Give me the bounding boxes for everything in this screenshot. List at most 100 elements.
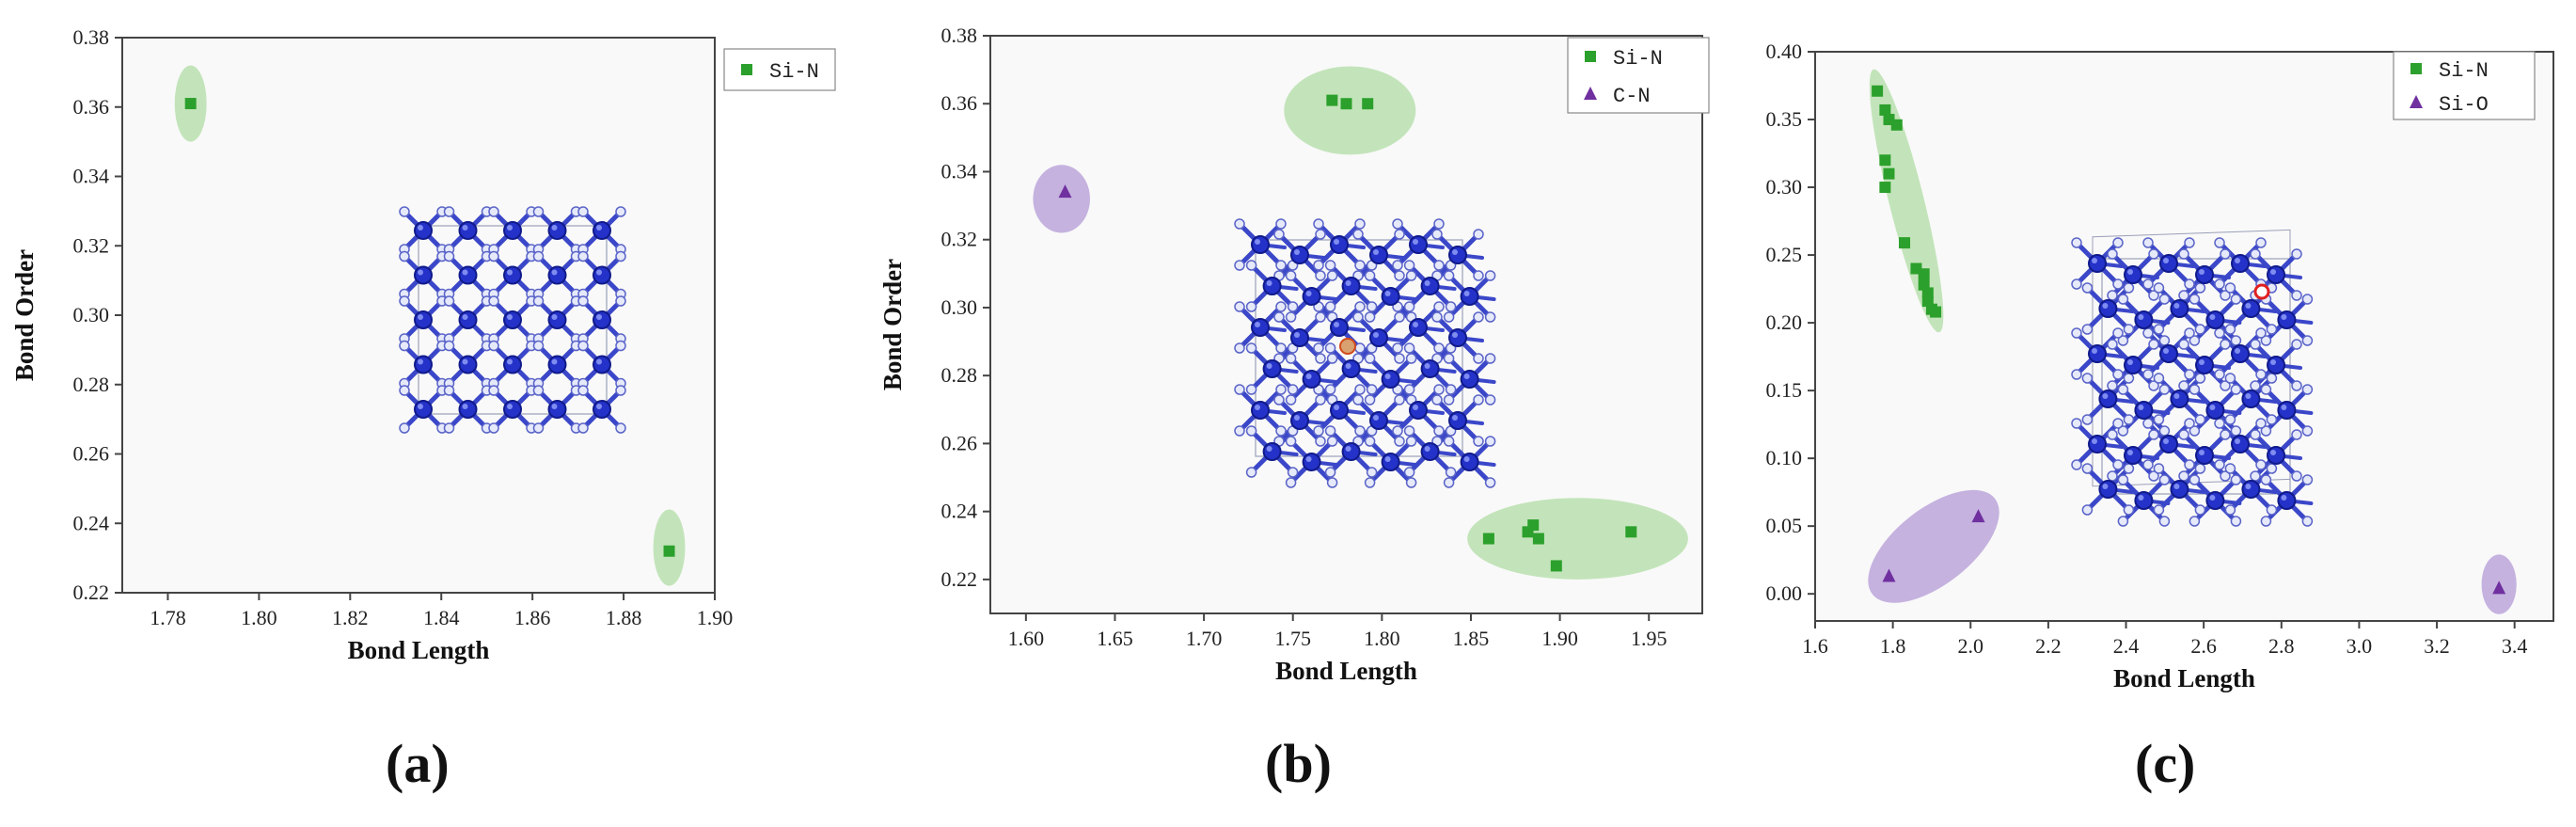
n-atom: [1285, 436, 1297, 447]
n-atom: [2178, 429, 2189, 440]
n-atom: [1245, 425, 1257, 437]
n-atom: [1275, 342, 1287, 354]
n-atom: [2291, 339, 2302, 350]
n-atom: [1405, 353, 1417, 364]
plot-c: 1.6 1.8 2.0 2.2 2.4 2.6 2.8 3.0 3.2 3.4 0.00 0.05 0.…: [1766, 40, 2554, 692]
x-tick-label: 3.4: [2502, 634, 2528, 658]
panel-label-c: (c): [2135, 733, 2196, 794]
n-atom: [1315, 311, 1326, 323]
n-atom: [1403, 425, 1415, 437]
x-tick-label: 2.8: [2268, 634, 2295, 658]
si-atom-highlight: [1255, 405, 1260, 410]
n-atom: [615, 422, 626, 434]
n-atom: [2158, 294, 2171, 305]
y-tick-label: 0.10: [1766, 446, 1803, 469]
si-atom: [414, 221, 433, 240]
si-atom-highlight: [1384, 291, 1391, 296]
si-atom-highlight: [2173, 484, 2180, 489]
si-atom-highlight: [2199, 450, 2205, 455]
si-atom-highlight: [1413, 239, 1418, 245]
n-atom: [2153, 373, 2165, 384]
point-si-n: [1899, 237, 1911, 249]
n-atom: [1273, 311, 1285, 323]
si-atom-highlight: [2235, 258, 2240, 263]
x-tick-label: 2.6: [2190, 634, 2217, 658]
n-atom: [1433, 260, 1445, 271]
n-atom: [1403, 260, 1415, 271]
si-atom: [1369, 246, 1388, 264]
n-atom: [532, 422, 545, 434]
n-atom: [1285, 394, 1297, 406]
si-atom: [1420, 442, 1440, 461]
n-atom: [1364, 436, 1376, 447]
n-atom: [2184, 278, 2195, 290]
si-atom-highlight: [462, 358, 468, 365]
y-tick-label: 0.40: [1766, 40, 1803, 63]
n-atom: [1324, 384, 1336, 395]
n-atom: [1431, 311, 1443, 323]
n-atom: [1273, 229, 1285, 240]
n-atom: [577, 340, 589, 352]
n-atom: [2291, 290, 2302, 301]
si-atom-highlight: [1384, 456, 1391, 462]
n-atom: [1326, 477, 1338, 488]
n-atom: [2148, 248, 2159, 260]
si-atom: [2088, 435, 2107, 453]
n-atom: [2184, 418, 2195, 429]
n-atom: [488, 340, 499, 352]
si-atom: [593, 221, 611, 240]
si-atom-highlight: [418, 404, 423, 409]
n-atom: [2250, 429, 2261, 440]
n-atom: [1433, 384, 1445, 395]
point-si-n: [1625, 526, 1637, 538]
y-tick-label: 0.28: [73, 373, 110, 396]
n-atom: [2194, 463, 2206, 474]
n-atom: [2266, 373, 2278, 384]
n-atom: [2117, 516, 2129, 527]
si-atom-highlight: [2209, 314, 2216, 320]
y-tick-label: 0.24: [73, 511, 110, 534]
legend: Si-N: [723, 48, 836, 91]
n-atom: [2250, 339, 2261, 350]
x-tick-label: 1.6: [1802, 634, 1828, 658]
n-atom: [1245, 342, 1257, 354]
si-atom: [1290, 411, 1309, 430]
n-atom: [2189, 474, 2201, 485]
x-axis-label: Bond Length: [2113, 664, 2255, 692]
n-atom: [443, 422, 455, 434]
si-atom: [503, 221, 522, 240]
n-atom: [2153, 414, 2165, 425]
n-atom: [1234, 384, 1245, 395]
n-atom: [1433, 301, 1445, 312]
x-axis-label: Bond Length: [1275, 657, 1417, 685]
crystal-structure-inset: [1234, 218, 1496, 488]
n-atom: [1394, 229, 1405, 240]
si-atom-highlight: [1413, 322, 1418, 327]
n-atom: [399, 385, 410, 396]
legend-marker-square: [1585, 51, 1596, 62]
n-atom: [1392, 342, 1403, 354]
x-tick-label: 1.70: [1186, 627, 1223, 650]
n-atom: [2178, 470, 2189, 482]
si-atom: [1341, 359, 1361, 378]
n-atom: [1245, 301, 1257, 312]
n-atom: [2214, 369, 2225, 380]
n-atom: [577, 385, 589, 396]
n-atom: [2260, 335, 2272, 346]
point-si-n: [1890, 119, 1903, 131]
oxygen-atom: [2253, 283, 2270, 300]
si-atom: [503, 355, 522, 374]
y-tick-label: 0.30: [73, 303, 110, 326]
n-atom: [2153, 463, 2165, 474]
n-atom: [1275, 260, 1287, 271]
x-tick-label: 1.90: [1541, 627, 1578, 650]
si-atom-highlight: [596, 358, 602, 365]
n-atom: [2301, 474, 2314, 485]
si-atom: [1341, 277, 1361, 295]
n-atom: [532, 206, 545, 217]
crystal-structure-inset: [399, 206, 626, 434]
n-atom: [488, 250, 499, 262]
si-atom-highlight: [2235, 438, 2240, 444]
n-atom: [2123, 463, 2135, 474]
si-atom-highlight: [551, 358, 558, 365]
